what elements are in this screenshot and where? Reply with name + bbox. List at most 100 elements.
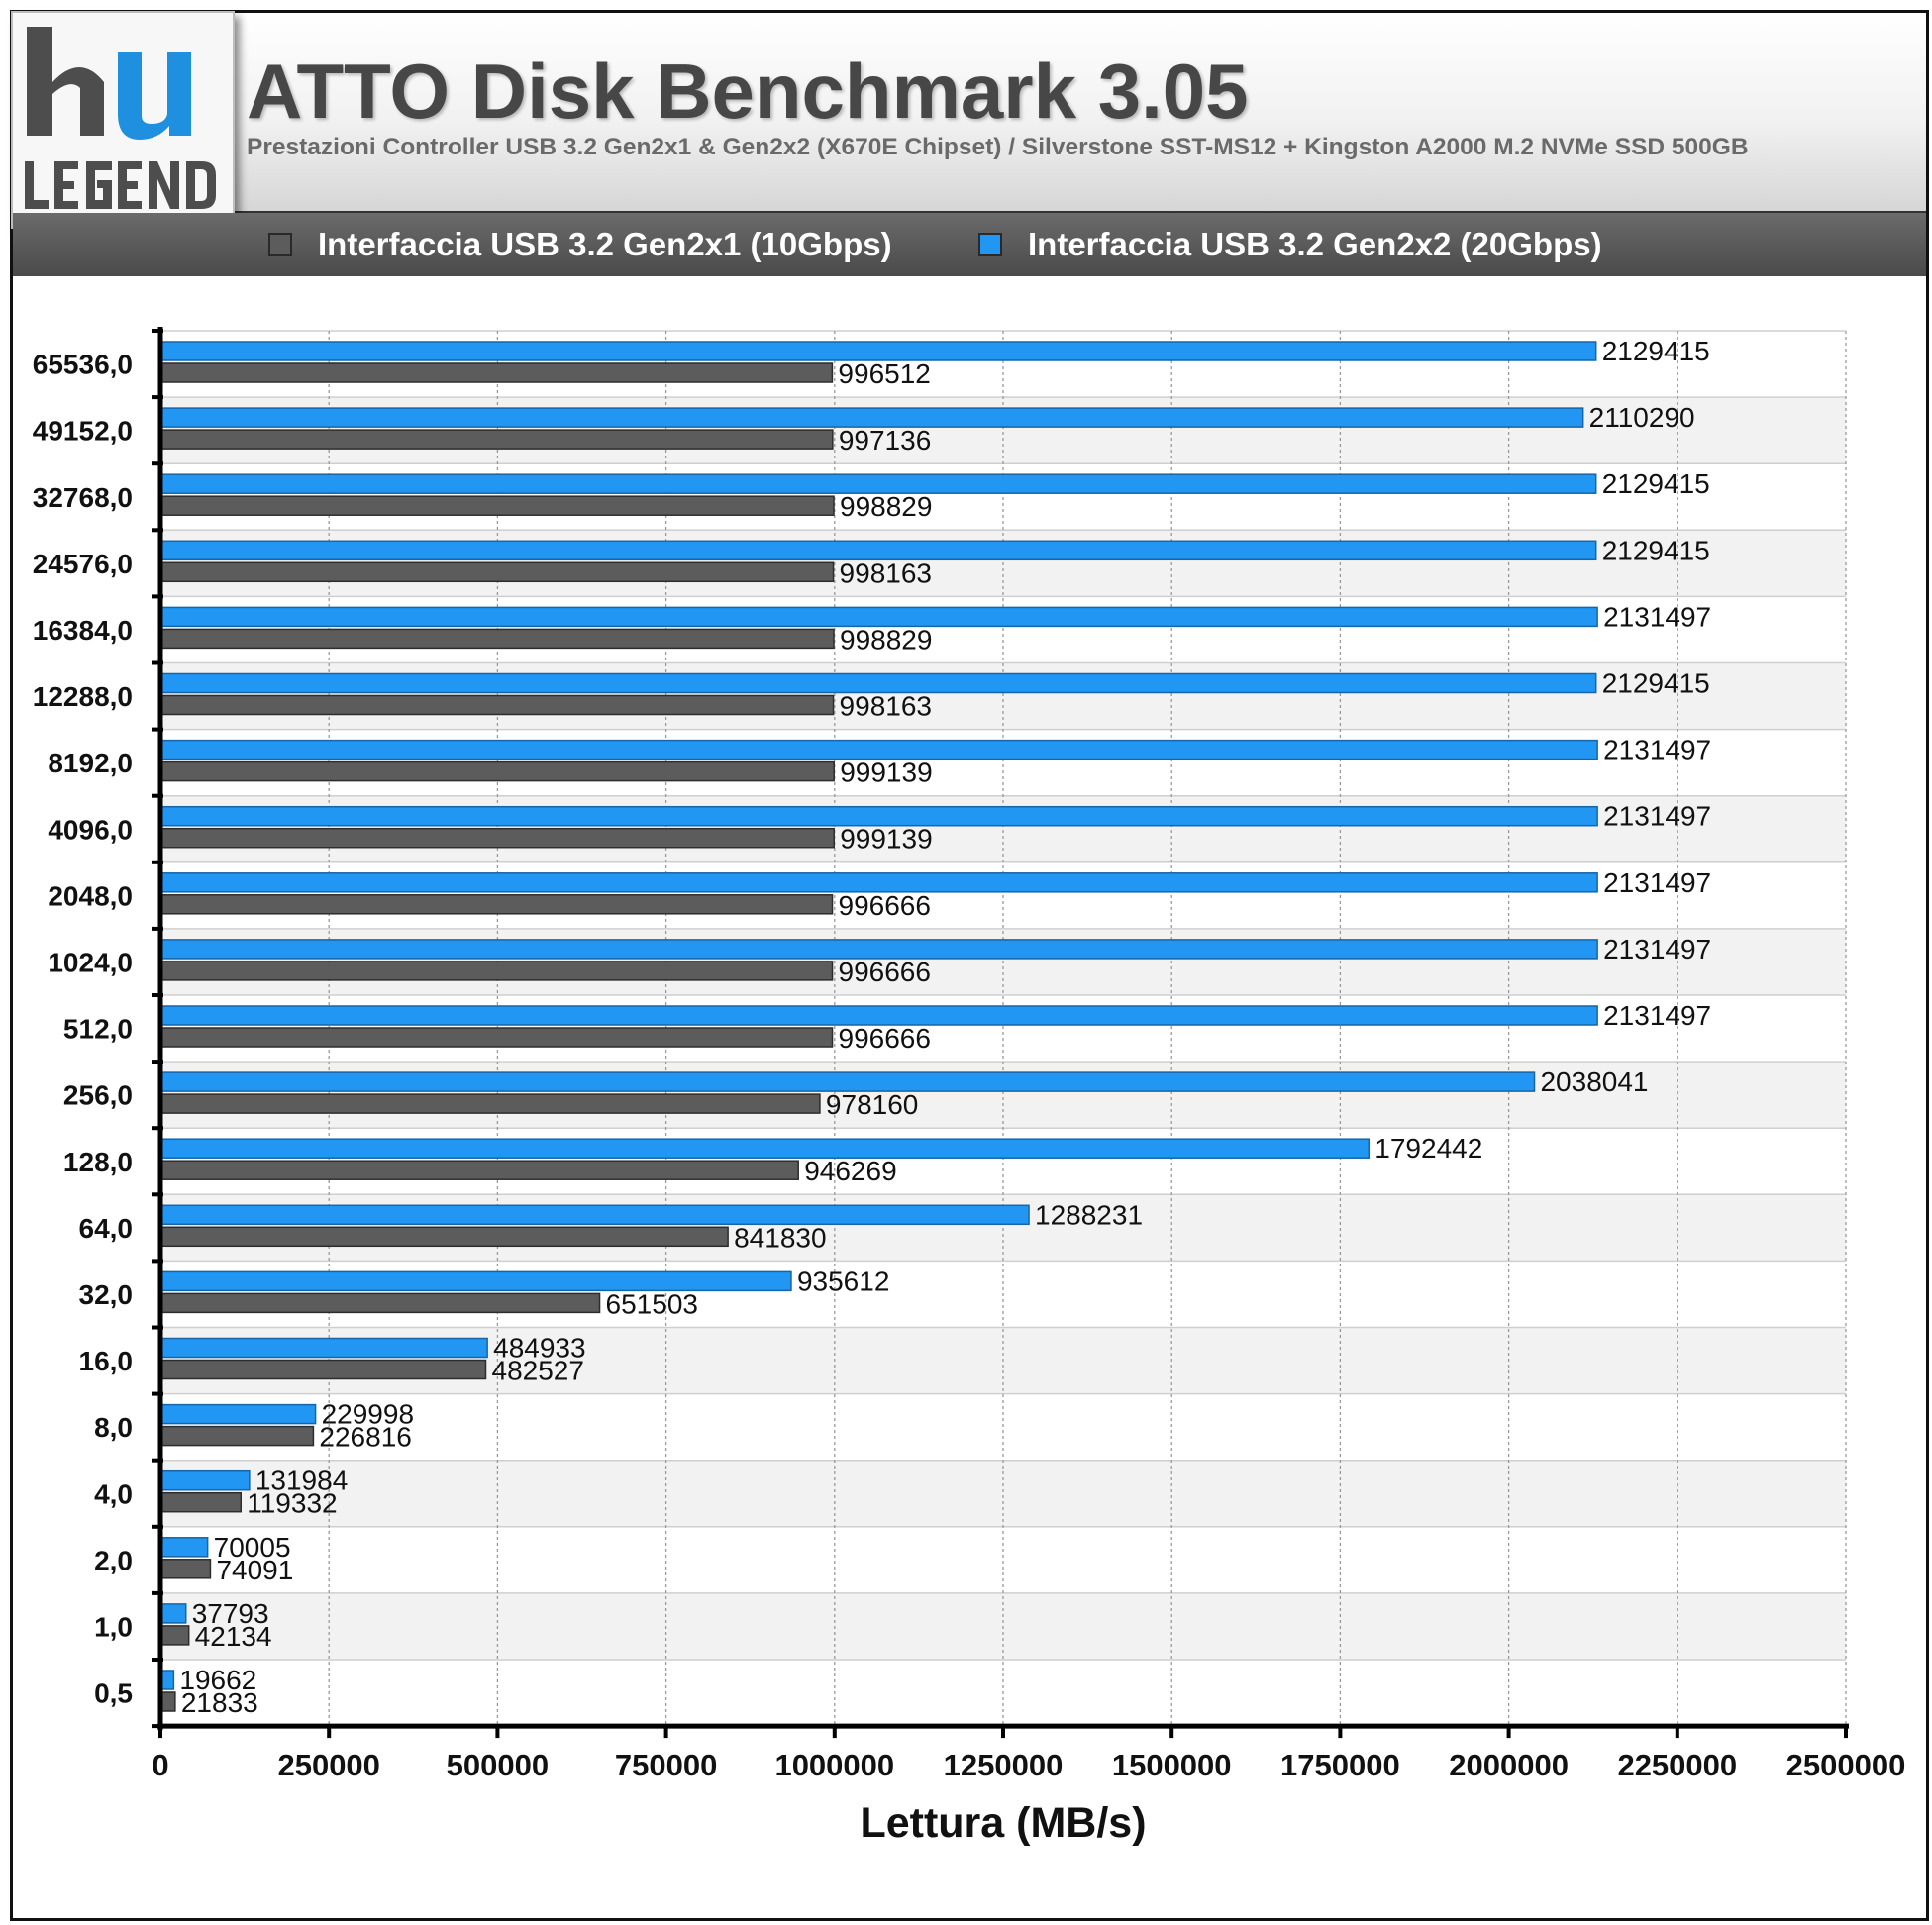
- bar-gen2x2: [159, 1204, 1030, 1226]
- bar-gen2x1: [159, 495, 835, 516]
- y-tick-label: 49152,0: [33, 416, 133, 447]
- bar-gen2x1: [159, 827, 835, 849]
- chart-frame: ATTO Disk Benchmark 3.05 Prestazioni Con…: [10, 10, 1929, 1921]
- bar-gen2x1: [159, 961, 834, 981]
- data-label-gen2x2: 2131497: [1603, 801, 1711, 832]
- legend-label-gen2x2: Interfaccia USB 3.2 Gen2x2 (20Gbps): [1028, 226, 1602, 262]
- y-tick-label: 16,0: [79, 1346, 134, 1376]
- x-tick-label: 1500000: [1112, 1748, 1232, 1782]
- legend-item-gen2x2: Interfaccia USB 3.2 Gen2x2 (20Gbps): [978, 225, 1602, 264]
- data-label-gen2x2: 2038041: [1540, 1066, 1648, 1097]
- bar-gen2x1: [159, 1226, 729, 1248]
- y-tick-label: 8,0: [94, 1412, 133, 1443]
- data-label-gen2x2: 2131497: [1603, 867, 1711, 898]
- chart-title: ATTO Disk Benchmark 3.05: [247, 48, 1249, 135]
- x-tick-label: 1000000: [774, 1748, 894, 1782]
- y-tick-label: 12288,0: [33, 681, 133, 712]
- y-tick-label: 128,0: [63, 1147, 133, 1177]
- bar-gen2x1: [159, 894, 834, 915]
- bar-gen2x1: [159, 1425, 315, 1447]
- chart-header: ATTO Disk Benchmark 3.05 Prestazioni Con…: [11, 11, 1926, 229]
- bar-gen2x2: [159, 1469, 251, 1491]
- data-label-gen2x1: 999139: [840, 758, 932, 788]
- y-tick-label: 32,0: [79, 1279, 134, 1310]
- y-tick-label: 1,0: [94, 1611, 133, 1642]
- legend-swatch-gen2x2: [978, 233, 1002, 256]
- data-label-gen2x2: 2131497: [1603, 1000, 1711, 1031]
- y-tick-label: 256,0: [63, 1080, 133, 1111]
- data-label-gen2x1: 21833: [181, 1687, 258, 1718]
- y-tick-label: 0,5: [94, 1678, 133, 1709]
- bar-gen2x2: [159, 1138, 1371, 1159]
- data-label-gen2x1: 997136: [839, 425, 931, 456]
- x-tick-label: 500000: [447, 1748, 549, 1782]
- data-label-gen2x2: 1792442: [1374, 1133, 1482, 1164]
- x-tick-label: 750000: [615, 1748, 717, 1782]
- data-label-gen2x2: 2129415: [1602, 336, 1710, 366]
- bar-gen2x1: [159, 1359, 487, 1380]
- y-tick-label: 512,0: [63, 1014, 133, 1045]
- y-tick-label: 64,0: [79, 1213, 134, 1244]
- data-label-gen2x2: 1288231: [1035, 1199, 1143, 1230]
- x-tick-label: 2000000: [1449, 1748, 1569, 1782]
- data-label-gen2x2: 19662: [179, 1665, 256, 1695]
- data-label-gen2x2: 70005: [214, 1532, 291, 1563]
- bar-gen2x1: [159, 694, 835, 716]
- y-tick-label: 24576,0: [33, 549, 133, 579]
- data-label-gen2x1: 998829: [840, 491, 932, 522]
- data-label-gen2x2: 2110290: [1589, 402, 1695, 433]
- y-tick-label: 32768,0: [33, 482, 133, 513]
- bar-gen2x1: [159, 628, 835, 650]
- data-label-gen2x1: 74091: [216, 1555, 293, 1585]
- bar-gen2x1: [159, 1491, 242, 1513]
- data-label-gen2x1: 946269: [804, 1156, 896, 1186]
- data-label-gen2x1: 42134: [195, 1621, 272, 1652]
- data-label-gen2x1: 998163: [840, 691, 932, 722]
- bar-gen2x2: [159, 1603, 187, 1624]
- data-label-gen2x1: 999139: [840, 824, 932, 855]
- y-tick-label: 65536,0: [33, 350, 133, 380]
- x-tick-label: 0: [152, 1748, 168, 1782]
- data-label-gen2x1: 978160: [826, 1089, 918, 1120]
- legend-swatch-gen2x1: [268, 233, 292, 256]
- data-label-gen2x2: 37793: [192, 1598, 269, 1629]
- bar-gen2x1: [159, 362, 834, 383]
- bar-gen2x1: [159, 1292, 601, 1314]
- logo-graphic: [25, 27, 216, 209]
- x-tick-label: 2250000: [1617, 1748, 1737, 1782]
- y-tick-label: 1024,0: [48, 947, 133, 977]
- bar-gen2x2: [159, 1537, 209, 1558]
- x-tick-label: 2500000: [1786, 1748, 1906, 1782]
- data-label-gen2x2: 935612: [797, 1266, 889, 1296]
- bar-gen2x2: [159, 1337, 488, 1359]
- bar-gen2x1: [159, 561, 835, 583]
- data-label-gen2x2: 484933: [493, 1333, 585, 1364]
- bar-gen2x1: [159, 1625, 190, 1646]
- y-tick-label: 4,0: [94, 1478, 133, 1509]
- x-axis-title: Lettura (MB/s): [860, 1799, 1146, 1847]
- x-tick-label: 1250000: [944, 1748, 1064, 1782]
- data-label-gen2x2: 2131497: [1603, 601, 1711, 632]
- data-label-gen2x1: 482527: [492, 1356, 584, 1386]
- bar-chart-plot: 2129415 996512 65536,0 2110290 997136 49152,0…: [33, 327, 1906, 1847]
- chart-subtitle: Prestazioni Controller USB 3.2 Gen2x1 & …: [247, 134, 1749, 160]
- data-label-gen2x2: 229998: [322, 1399, 414, 1430]
- data-label-gen2x1: 996512: [838, 358, 930, 389]
- bar-gen2x1: [159, 1027, 834, 1048]
- data-label-gen2x1: 998163: [840, 557, 932, 588]
- data-label-gen2x1: 119332: [247, 1488, 337, 1519]
- bar-gen2x1: [159, 1160, 799, 1180]
- data-label-gen2x2: 2129415: [1602, 535, 1710, 565]
- x-tick-label: 250000: [277, 1748, 379, 1782]
- y-tick-label: 4096,0: [48, 814, 133, 845]
- data-label-gen2x2: 2129415: [1602, 668, 1710, 699]
- data-label-gen2x1: 226816: [319, 1422, 411, 1453]
- y-tick-label: 2048,0: [48, 880, 133, 911]
- data-label-gen2x2: 2131497: [1603, 735, 1711, 765]
- data-label-gen2x2: 2131497: [1603, 934, 1711, 964]
- data-label-gen2x1: 996666: [839, 890, 931, 921]
- hwlegend-logo: [11, 11, 235, 229]
- legend-label-gen2x1: Interfaccia USB 3.2 Gen2x1 (10Gbps): [318, 226, 892, 262]
- data-label-gen2x1: 998829: [840, 624, 932, 655]
- bar-gen2x1: [159, 429, 834, 450]
